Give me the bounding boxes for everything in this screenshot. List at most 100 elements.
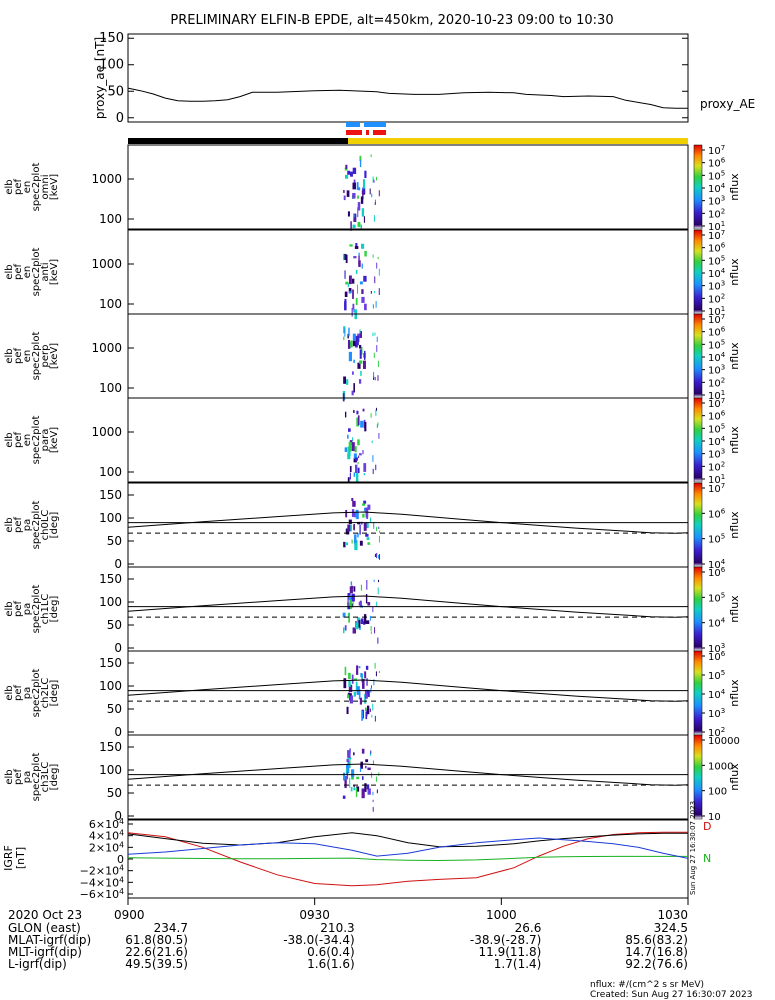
colorbar-tick-label: 103 bbox=[708, 707, 725, 720]
spectrogram-pixel bbox=[344, 195, 346, 200]
spectrogram-pixel bbox=[352, 371, 354, 374]
spectrogram-data bbox=[343, 243, 380, 319]
spectrogram-pixel bbox=[345, 447, 347, 452]
spectrogram-panel-5: 150100500elbpefpaspec2plotch1LC[deg]1061… bbox=[4, 566, 741, 655]
spectrogram-ytick-label: 100 bbox=[99, 595, 122, 609]
spectrogram-pixel bbox=[359, 379, 361, 384]
proxy-ae-panel: 150100500 proxy_ae [nT] proxy_AE bbox=[93, 31, 755, 126]
igrf-lines bbox=[128, 832, 688, 886]
spectrogram-pixel bbox=[343, 627, 344, 633]
spectrogram-ytick-label: 1000 bbox=[91, 341, 122, 355]
spectrogram-pixel bbox=[353, 360, 355, 363]
spectrogram-ylabel-line: [keV] bbox=[49, 427, 60, 453]
spectrogram-ytick-label: 0 bbox=[114, 641, 122, 655]
spectrogram-pixel bbox=[353, 309, 354, 313]
spectrogram-pixel bbox=[371, 685, 372, 688]
spectrogram-pixel bbox=[362, 263, 363, 268]
igrf-series-line bbox=[128, 838, 688, 858]
colorbar bbox=[694, 567, 702, 651]
spectrogram-pixel bbox=[353, 214, 354, 217]
spectrogram-panel-3: 1000100elbpefenspec2plotpara[keV]1071061… bbox=[4, 397, 741, 486]
spectrogram-pixel bbox=[366, 678, 367, 685]
colorbar-tick-label: 103 bbox=[708, 195, 725, 208]
spectrogram-pixel bbox=[368, 788, 371, 794]
spectrogram-pixel bbox=[373, 807, 374, 812]
colorbar-tick-label: 103 bbox=[708, 364, 725, 377]
colorbar bbox=[694, 145, 702, 229]
colorbar-tick-label: 105 bbox=[708, 591, 725, 604]
igrf-panel: 6×1044×1042×1040−2×104−4×104−6×104 IGRF … bbox=[2, 801, 711, 901]
spectrogram-pixel bbox=[347, 190, 350, 197]
spectrogram-pixel bbox=[373, 372, 374, 378]
flag-blue-2 bbox=[364, 122, 386, 127]
spectrogram-pixel bbox=[363, 501, 366, 504]
spectrogram-pixel bbox=[348, 340, 350, 349]
spectrogram-pixel bbox=[350, 466, 352, 472]
spectrogram-pixel bbox=[363, 179, 365, 189]
spectrogram-pixel bbox=[360, 421, 363, 428]
spectrogram-pixel bbox=[379, 269, 380, 276]
spectrogram-pixel bbox=[374, 276, 375, 283]
spectrogram-pixel bbox=[364, 523, 367, 531]
colorbar bbox=[694, 230, 702, 314]
spectrogram-pixel bbox=[355, 446, 357, 452]
spectrogram-pixel bbox=[352, 289, 354, 298]
ephemeris-row-label: L-igrf(dip) bbox=[8, 957, 67, 971]
spectrogram-pixel bbox=[359, 602, 362, 606]
spectrogram-pixel bbox=[373, 800, 374, 802]
spectrogram-ytick-label: 150 bbox=[99, 572, 122, 586]
spectrogram-pixel bbox=[367, 706, 369, 715]
spectrogram-pixel bbox=[343, 254, 344, 260]
spectrogram-pixel bbox=[343, 796, 346, 799]
spectrogram-pixel bbox=[348, 613, 350, 623]
spectrogram-pixel bbox=[357, 533, 358, 537]
footer-created: Created: Sun Aug 27 16:30:07 2023 bbox=[590, 990, 752, 1000]
spectrogram-pixel bbox=[370, 616, 371, 621]
spectrogram-pixel bbox=[370, 518, 371, 523]
flag-bars bbox=[128, 122, 688, 144]
spectrogram-pixel bbox=[352, 183, 355, 190]
spectrogram-pixel bbox=[358, 187, 360, 190]
colorbar-tick-label: 105 bbox=[708, 422, 725, 435]
spectrogram-pixel bbox=[359, 360, 362, 363]
colorbar bbox=[694, 314, 702, 398]
spectrogram-frame bbox=[128, 230, 688, 314]
spectrogram-pixel bbox=[345, 510, 347, 517]
spectrogram-pixel bbox=[362, 749, 365, 754]
spectrogram-frame bbox=[128, 314, 688, 398]
spectrogram-pixel bbox=[376, 345, 377, 352]
igrf-ylabel-2: [nT] bbox=[14, 847, 27, 869]
spectrogram-pixel bbox=[353, 752, 355, 755]
igrf-yticks: 6×1044×1042×1040−2×104−4×104−6×104 bbox=[80, 817, 133, 901]
spectrogram-pixel bbox=[373, 761, 374, 765]
spectrogram-pixel bbox=[352, 675, 354, 684]
spectrogram-pixel bbox=[362, 208, 364, 216]
ae-ytick-label: 50 bbox=[107, 84, 124, 99]
spectrogram-pixel bbox=[343, 678, 346, 688]
colorbar-tick-label: 102 bbox=[708, 207, 725, 220]
spectrogram-pixel bbox=[343, 773, 345, 781]
spectrogram-pixel bbox=[361, 244, 364, 249]
spectrogram-pixel bbox=[361, 289, 363, 294]
spectrogram-ytick-label: 1000 bbox=[91, 425, 122, 439]
spectrogram-pixel bbox=[375, 554, 376, 557]
spectrogram-data bbox=[343, 580, 379, 644]
colorbar-label: nflux bbox=[728, 511, 741, 539]
spectrogram-data bbox=[345, 408, 380, 483]
footer-units-note: nflux: #/(cm^2 s sr MeV) bbox=[590, 980, 704, 990]
spectrogram-pixel bbox=[354, 534, 356, 542]
colorbar-tick-label: 105 bbox=[708, 169, 725, 182]
spectrogram-ytick-label: 50 bbox=[107, 534, 122, 548]
spectrogram-ytick-label: 50 bbox=[107, 702, 122, 716]
spectrogram-ytick-label: 1000 bbox=[91, 172, 122, 186]
spectrogram-pixel bbox=[364, 304, 367, 310]
spectrogram-pixel bbox=[374, 291, 375, 293]
spectrogram-pixel bbox=[343, 337, 344, 341]
spectrogram-pixel bbox=[378, 587, 379, 594]
spectrogram-pixel bbox=[372, 333, 373, 337]
spectrogram-pixel bbox=[377, 790, 378, 794]
spectrogram-pixel bbox=[353, 410, 354, 413]
spectrogram-panel-7: 150100500elbpefpaspec2plotch3LC[deg]1000… bbox=[4, 735, 741, 823]
colorbar-tick-label: 107 bbox=[708, 313, 725, 326]
colorbar-tick-label: 104 bbox=[708, 182, 726, 195]
